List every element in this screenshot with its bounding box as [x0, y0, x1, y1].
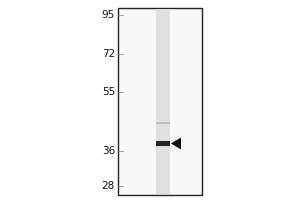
Bar	[118, 8, 202, 195]
Text: 28: 28	[102, 181, 115, 191]
Bar	[156, 122, 170, 124]
Text: 36: 36	[102, 146, 115, 156]
Polygon shape	[171, 137, 181, 149]
Text: CEM: CEM	[149, 0, 177, 3]
Bar	[156, 9, 170, 194]
Text: 95: 95	[102, 10, 115, 20]
Text: 55: 55	[102, 87, 115, 97]
Bar	[156, 141, 170, 146]
Text: 72: 72	[102, 49, 115, 59]
